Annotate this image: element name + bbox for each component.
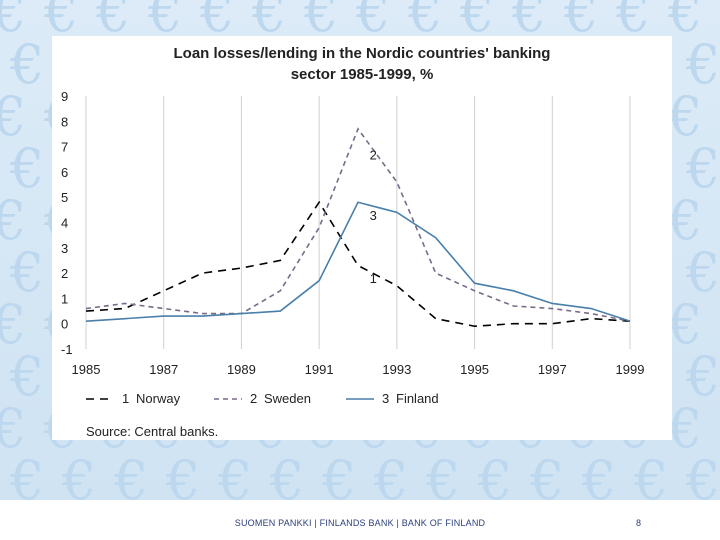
- legend: 1 Norway 2 Sweden 3 Finland: [86, 391, 439, 406]
- legend-name: Sweden: [264, 391, 311, 406]
- x-tick-label: 1995: [460, 362, 489, 377]
- euro-symbol-icon: €: [218, 449, 253, 501]
- euro-symbol-icon: €: [460, 0, 495, 44]
- euro-symbol-icon: €: [114, 449, 149, 501]
- euro-symbol-icon: €: [478, 449, 513, 501]
- euro-symbol-icon: €: [686, 345, 720, 408]
- euro-symbol-icon: €: [426, 449, 461, 501]
- series-lines: [85, 127, 631, 328]
- x-tick-label: 1989: [227, 362, 256, 377]
- euro-symbol-icon: €: [686, 33, 720, 96]
- x-tick-label: 1985: [72, 362, 101, 377]
- source-note: Source: Central banks.: [86, 424, 218, 439]
- x-tick-label: 1999: [616, 362, 645, 377]
- euro-symbol-icon: €: [668, 85, 703, 148]
- y-tick-label: 6: [61, 165, 68, 180]
- euro-symbol-icon: €: [44, 0, 79, 44]
- y-tick-label: 2: [61, 266, 68, 281]
- euro-symbol-icon: €: [408, 0, 443, 44]
- y-tick-label: 8: [61, 114, 68, 129]
- euro-symbol-icon: €: [686, 449, 720, 501]
- euro-symbol-icon: €: [668, 293, 703, 356]
- euro-symbol-icon: €: [668, 189, 703, 252]
- euro-symbol-icon: €: [304, 0, 339, 44]
- euro-symbol-icon: €: [148, 0, 183, 44]
- chart-title-line1: Loan losses/lending in the Nordic countr…: [174, 45, 551, 62]
- y-tick-label: 4: [61, 216, 68, 231]
- page-number: 8: [636, 518, 642, 528]
- euro-symbol-icon: €: [322, 449, 357, 501]
- euro-symbol-icon: €: [564, 0, 599, 44]
- y-tick-label: -1: [61, 342, 73, 357]
- series-line-norway: [85, 200, 631, 328]
- euro-symbol-icon: €: [0, 293, 27, 356]
- series-number-label: 3: [370, 208, 377, 223]
- legend-number: 3: [382, 391, 389, 406]
- euro-symbol-icon: €: [356, 0, 391, 44]
- y-tick-label: 9: [61, 89, 68, 104]
- euro-symbol-icon: €: [686, 137, 720, 200]
- series-line-sweden: [85, 127, 631, 322]
- y-tick-label: 5: [61, 190, 68, 205]
- euro-symbol-icon: €: [10, 137, 45, 200]
- legend-number: 1: [122, 391, 129, 406]
- euro-symbol-icon: €: [582, 449, 617, 501]
- euro-symbol-icon: €: [252, 0, 287, 44]
- euro-symbol-icon: €: [668, 0, 703, 44]
- legend-name: Norway: [136, 391, 181, 406]
- legend-name: Finland: [396, 391, 439, 406]
- x-tick-label: 1991: [305, 362, 334, 377]
- chart-title-line2: sector 1985-1999, %: [291, 66, 434, 83]
- euro-symbol-icon: €: [0, 0, 27, 44]
- y-tick-label: 0: [61, 317, 68, 332]
- series-number-label: 2: [370, 147, 377, 162]
- euro-symbol-icon: €: [0, 397, 27, 460]
- x-tick-label: 1993: [382, 362, 411, 377]
- euro-symbol-icon: €: [530, 449, 565, 501]
- euro-symbol-icon: €: [616, 0, 651, 44]
- y-tick-label: 7: [61, 140, 68, 155]
- euro-symbol-icon: €: [10, 449, 45, 501]
- chart-panel: Loan losses/lending in the Nordic countr…: [52, 36, 672, 440]
- euro-symbol-icon: €: [166, 449, 201, 501]
- euro-symbol-icon: €: [10, 345, 45, 408]
- x-axis: 1985 1987 1989 1991 1993 1995 1997 1999: [72, 362, 645, 377]
- euro-symbol-icon: €: [96, 0, 131, 44]
- series-number-label: 1: [370, 271, 377, 286]
- y-axis: 9 8 7 6 5 4 3 2 1 0 -1: [61, 89, 73, 357]
- euro-symbol-icon: €: [374, 449, 409, 501]
- euro-symbol-icon: €: [270, 449, 305, 501]
- series-number-labels: 2 3 1: [370, 147, 377, 286]
- x-tick-label: 1987: [149, 362, 178, 377]
- legend-number: 2: [250, 391, 257, 406]
- grid: [85, 96, 631, 349]
- footer-text: SUOMEN PANKKI | FINLANDS BANK | BANK OF …: [234, 518, 486, 528]
- euro-symbol-icon: €: [0, 85, 27, 148]
- euro-symbol-icon: €: [62, 449, 97, 501]
- x-tick-label: 1997: [538, 362, 567, 377]
- euro-symbol-icon: €: [634, 449, 669, 501]
- euro-symbol-icon: €: [10, 33, 45, 96]
- euro-symbol-icon: €: [668, 397, 703, 460]
- euro-symbol-icon: €: [10, 241, 45, 304]
- footer-strip: [0, 500, 720, 540]
- y-tick-label: 3: [61, 241, 68, 256]
- euro-symbol-icon: €: [686, 241, 720, 304]
- y-tick-label: 1: [61, 291, 68, 306]
- euro-symbol-icon: €: [512, 0, 547, 44]
- series-line-finland: [85, 201, 631, 322]
- chart-svg: Loan losses/lending in the Nordic countr…: [61, 45, 645, 439]
- euro-symbol-icon: €: [200, 0, 235, 44]
- euro-symbol-icon: €: [0, 189, 27, 252]
